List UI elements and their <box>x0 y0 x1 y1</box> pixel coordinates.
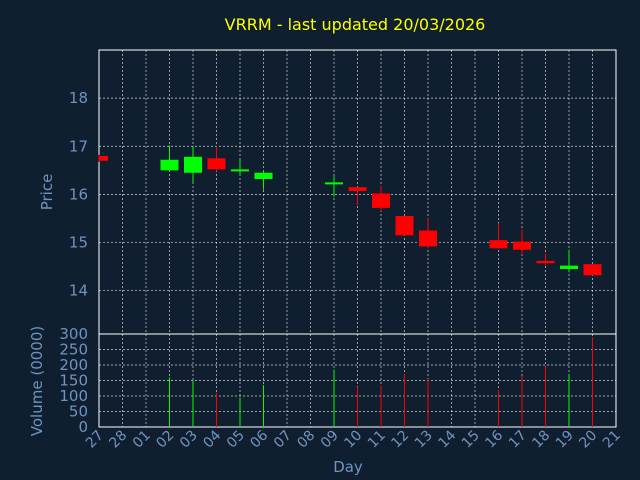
x-tick-label: 03 <box>177 428 201 452</box>
candle-body <box>325 182 343 185</box>
x-tick-label: 05 <box>224 428 248 452</box>
x-tick-label: 01 <box>130 428 154 452</box>
candle-body <box>560 265 578 270</box>
price-tick-label: 16 <box>69 185 88 203</box>
x-tick-label: 10 <box>341 428 365 452</box>
candle-body <box>513 241 531 250</box>
x-tick-label: 15 <box>459 428 483 452</box>
candle-body <box>372 193 390 208</box>
candle-body <box>184 156 202 173</box>
x-tick-label: 19 <box>553 428 577 452</box>
volume-tick-label: 300 <box>59 325 88 343</box>
volume-tick-label: 100 <box>59 387 88 405</box>
volume-tick-label: 50 <box>69 403 88 421</box>
candle-body <box>583 264 602 276</box>
tick-label-layer: 27 28 01 02 03 04 05 06 07 08 09 10 11 12 13 14 15 16 17 18… <box>59 89 623 451</box>
x-tick-label: 08 <box>294 428 318 452</box>
x-tick-label: 21 <box>600 428 624 452</box>
x-tick-label: 09 <box>318 428 342 452</box>
x-tick-label: 12 <box>388 428 412 452</box>
x-tick-label: 16 <box>482 427 506 451</box>
x-tick-label: 28 <box>106 428 130 452</box>
volume-tick-label: 150 <box>59 372 88 390</box>
volume-axis-label: Volume (0000) <box>28 326 46 436</box>
price-axis-label: Price <box>38 174 56 211</box>
price-tick-label: 17 <box>69 137 88 155</box>
x-tick-label: 14 <box>435 427 459 451</box>
chart-title: VRRM - last updated 20/03/2026 <box>225 15 486 34</box>
grid-layer <box>98 49 617 428</box>
x-tick-label: 04 <box>200 427 224 451</box>
price-tick-label: 15 <box>69 234 88 252</box>
x-tick-label: 06 <box>247 427 271 451</box>
x-tick-label: 07 <box>271 428 295 452</box>
x-tick-label: 17 <box>506 428 530 452</box>
candle-body <box>419 230 437 247</box>
candle-body <box>489 240 508 249</box>
x-tick-label: 20 <box>576 428 600 452</box>
x-tick-label: 02 <box>153 428 177 452</box>
volume-tick-label: 200 <box>59 356 88 374</box>
candle-body <box>348 187 367 192</box>
candle-body <box>231 169 249 172</box>
x-axis-label: Day <box>333 458 363 476</box>
candle-body <box>207 158 226 170</box>
candle-body <box>536 260 555 264</box>
volume-tick-label: 250 <box>59 341 88 359</box>
candle-body <box>395 216 414 236</box>
price-tick-label: 18 <box>69 89 88 107</box>
price-tick-label: 14 <box>69 282 88 300</box>
volume-tick-label: 0 <box>78 418 88 436</box>
x-tick-label: 11 <box>365 428 389 452</box>
marks-layer <box>98 145 602 427</box>
candle-body <box>254 172 273 180</box>
x-tick-label: 18 <box>529 428 553 452</box>
x-tick-label: 13 <box>412 428 436 452</box>
candle-body <box>160 159 179 171</box>
candle-body <box>99 155 108 161</box>
